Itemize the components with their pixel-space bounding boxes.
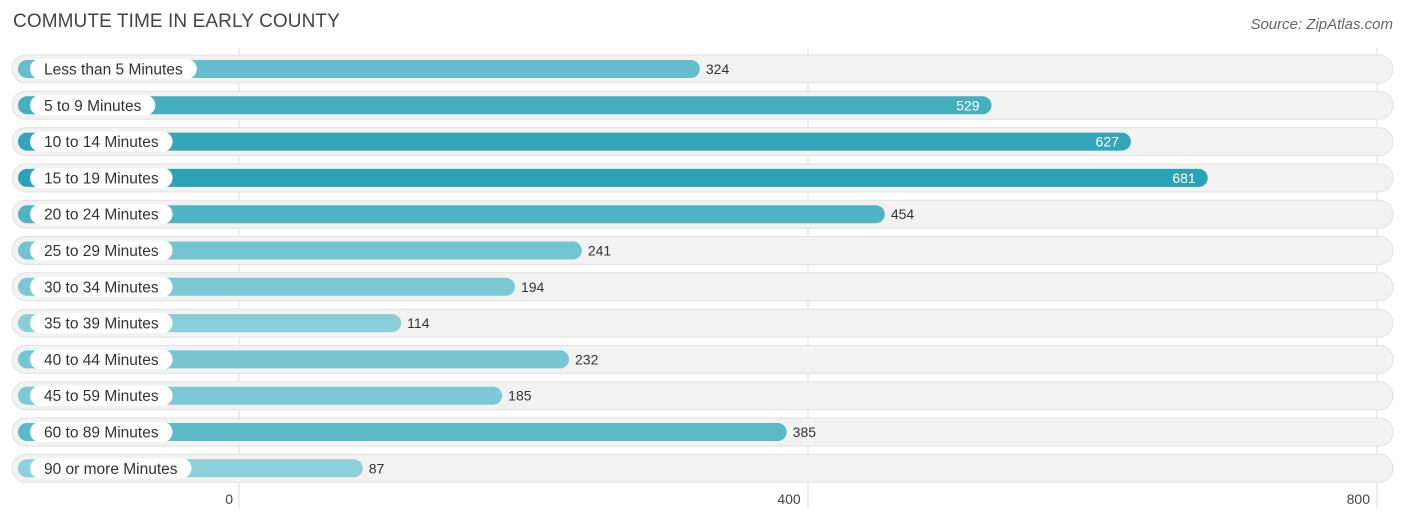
bar[interactable] — [18, 423, 787, 441]
chart-title: COMMUTE TIME IN EARLY COUNTY — [13, 11, 340, 32]
x-tick-label: 0 — [225, 491, 233, 507]
value-label: 324 — [706, 61, 730, 77]
x-tick-label: 800 — [1347, 491, 1371, 507]
category-label: 35 to 39 Minutes — [44, 316, 159, 333]
value-label: 385 — [793, 424, 817, 440]
category-label: 25 to 29 Minutes — [44, 243, 159, 260]
value-label: 241 — [588, 243, 612, 259]
category-label-pill — [30, 59, 197, 79]
source-label: Source: ZipAtlas.com — [1250, 16, 1393, 33]
category-label-pill — [30, 167, 173, 188]
category-label-pill — [30, 422, 173, 442]
category-label: 20 to 24 Minutes — [44, 207, 159, 224]
category-label-pill — [30, 313, 173, 334]
value-label: 114 — [407, 315, 430, 331]
bar[interactable] — [18, 205, 885, 224]
value-label: 87 — [369, 460, 385, 476]
category-label: Less than 5 Minutes — [44, 62, 183, 79]
value-label: 232 — [575, 351, 599, 367]
value-label: 681 — [1172, 170, 1196, 186]
category-label-pill — [30, 240, 173, 261]
category-label: 30 to 34 Minutes — [44, 279, 159, 296]
category-label: 10 to 14 Minutes — [44, 134, 159, 151]
category-label: 45 to 59 Minutes — [44, 388, 159, 405]
bar[interactable] — [18, 132, 1131, 151]
category-label: 40 to 44 Minutes — [44, 352, 159, 369]
value-label: 454 — [891, 206, 915, 222]
category-label-pill — [30, 458, 192, 479]
category-label-pill — [30, 349, 173, 370]
value-label: 194 — [521, 279, 545, 295]
x-tick-label: 400 — [777, 491, 801, 507]
category-label-pill — [30, 131, 173, 152]
category-label-pill — [30, 385, 173, 406]
category-label-pill — [30, 276, 173, 297]
value-label: 627 — [1096, 134, 1120, 150]
category-label-pill — [30, 204, 173, 225]
value-label: 185 — [508, 388, 532, 404]
category-label: 15 to 19 Minutes — [44, 170, 159, 187]
category-label: 60 to 89 Minutes — [44, 425, 159, 442]
category-label: 5 to 9 Minutes — [44, 98, 142, 115]
category-label: 90 or more Minutes — [44, 461, 178, 478]
bar[interactable] — [18, 96, 992, 115]
bar[interactable] — [18, 168, 1208, 187]
value-label: 529 — [956, 97, 980, 113]
category-label-pill — [30, 95, 156, 116]
